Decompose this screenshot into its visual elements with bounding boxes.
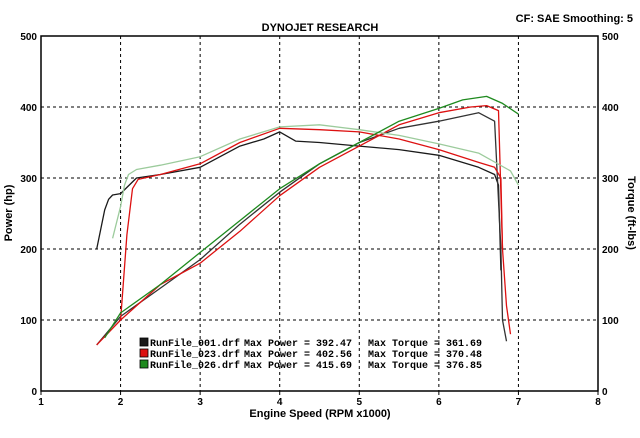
- legend-row: RunFile_023.drf Max Power = 402.56 Max Tor…: [139, 348, 482, 361]
- y-tick-label: 200: [20, 245, 37, 256]
- x-axis-label: Engine Speed (RPM x1000): [249, 408, 391, 420]
- legend-max-torque: Max Torque = 376.85: [368, 361, 482, 372]
- series-line-runfile-026-torque: [111, 124, 519, 239]
- legend-swatch: [139, 337, 149, 347]
- legend-max-torque: Max Torque = 361.69: [368, 339, 482, 350]
- legend-row: RunFile_026.drf Max Power = 415.69 Max Tor…: [139, 359, 482, 372]
- series-line-runfile-023-power: [96, 104, 512, 346]
- y2-tick-label: 400: [602, 103, 619, 114]
- grid-lines: [41, 36, 598, 391]
- legend-file-label: RunFile_001.drf: [150, 338, 240, 350]
- x-axis-ticks: 1 2 3 4 5 6 7 8: [38, 391, 601, 408]
- y2-tick-label: 0: [602, 387, 608, 398]
- legend-file-label: RunFile_026.drf: [150, 360, 240, 372]
- legend-max-torque: Max Torque = 370.48: [368, 350, 482, 361]
- legend-max-power: Max Power = 415.69: [244, 361, 352, 372]
- chart-title: DYNOJET RESEARCH: [262, 22, 379, 34]
- series-line-runfile-023-torque: [119, 127, 504, 321]
- legend: RunFile_001.drf Max Power = 392.47 Max Tor…: [139, 337, 482, 372]
- plot-area: [40, 35, 599, 392]
- y2-tick-label: 500: [602, 32, 619, 43]
- y2-tick-label: 300: [602, 174, 619, 185]
- y2-axis-ticks: 0 100 200 300 400 500: [602, 32, 619, 398]
- y-tick-label: 0: [31, 387, 37, 398]
- legend-row: RunFile_001.drf Max Power = 392.47 Max Tor…: [139, 337, 482, 350]
- legend-max-power: Max Power = 402.56: [244, 350, 352, 361]
- y2-axis-label: Torque (ft-lbs): [625, 176, 637, 250]
- x-tick-label: 1: [38, 397, 44, 408]
- y2-tick-label: 100: [602, 316, 619, 327]
- y-tick-label: 400: [20, 103, 37, 114]
- series-line-runfile-001-power: [96, 112, 508, 346]
- series-line-runfile-026-power: [104, 95, 519, 339]
- x-tick-label: 7: [516, 397, 522, 408]
- x-tick-label: 4: [277, 397, 283, 408]
- y-tick-label: 100: [20, 316, 37, 327]
- settings-readout: CF: SAE Smoothing: 5: [516, 13, 633, 25]
- x-tick-label: 2: [118, 397, 124, 408]
- y-axis-label: Power (hp): [3, 184, 15, 241]
- y-tick-label: 300: [20, 174, 37, 185]
- x-tick-label: 5: [357, 397, 363, 408]
- x-tick-label: 6: [436, 397, 442, 408]
- x-tick-label: 3: [197, 397, 203, 408]
- y2-tick-label: 200: [602, 245, 619, 256]
- y-tick-label: 500: [20, 32, 37, 43]
- series-lines: [96, 95, 519, 346]
- legend-max-power: Max Power = 392.47: [244, 339, 352, 350]
- legend-file-label: RunFile_023.drf: [150, 349, 240, 361]
- x-tick-label: 8: [595, 397, 601, 408]
- legend-swatch: [139, 359, 149, 369]
- legend-swatch: [139, 348, 149, 358]
- y-axis-ticks: 0 100 200 300 400 500: [20, 32, 37, 398]
- series-line-runfile-001-torque: [96, 131, 502, 271]
